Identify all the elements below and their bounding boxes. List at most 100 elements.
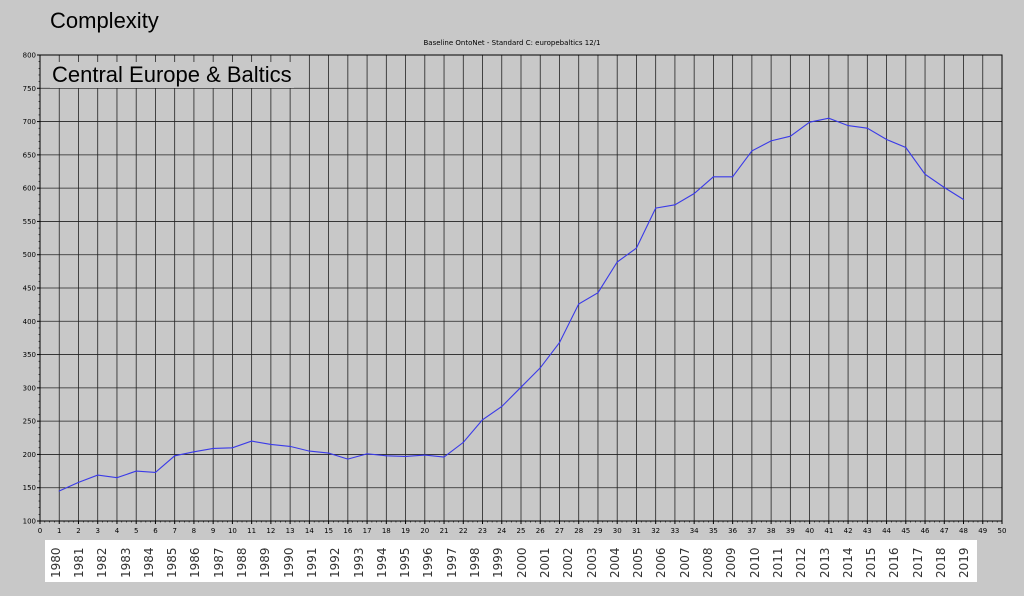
data-point [443, 456, 445, 458]
y-tick-label: 250 [23, 418, 36, 426]
x-tick-label: 39 [786, 527, 795, 535]
y-tick-label: 700 [23, 118, 36, 126]
x-tick-label: 13 [286, 527, 295, 535]
year-label: 2001 [537, 547, 552, 578]
y-tick-label: 500 [23, 251, 36, 259]
data-point [501, 405, 503, 408]
year-label: 2009 [724, 547, 739, 578]
page-title: Complexity [50, 8, 159, 33]
data-point [385, 455, 387, 457]
data-point [770, 140, 772, 142]
x-tick-label: 1 [57, 527, 61, 535]
x-tick-label: 49 [978, 527, 987, 535]
x-tick-label: 35 [709, 527, 718, 535]
year-label: 1990 [281, 547, 296, 578]
y-tick-label: 150 [23, 484, 36, 492]
year-label: 1985 [165, 547, 180, 578]
x-tick-label: 50 [998, 527, 1007, 535]
y-tick-label: 650 [23, 151, 36, 159]
data-point [732, 176, 734, 178]
data-point [905, 146, 907, 149]
year-label: 1993 [351, 547, 366, 578]
year-label: 2006 [654, 547, 669, 578]
y-tick-label: 800 [23, 52, 36, 60]
x-tick-label: 43 [863, 527, 872, 535]
x-tick-label: 38 [767, 527, 776, 535]
y-tick-label: 350 [23, 351, 36, 359]
data-point [154, 471, 157, 474]
x-tick-label: 7 [172, 527, 176, 535]
year-label: 1991 [304, 547, 319, 578]
year-label: 2008 [701, 547, 716, 578]
x-tick-label: 40 [805, 527, 814, 535]
data-point [597, 292, 599, 294]
data-point [962, 198, 965, 201]
year-label: 2011 [770, 547, 785, 578]
data-point [885, 138, 888, 141]
y-tick-label: 100 [23, 518, 36, 526]
year-label: 1995 [398, 547, 413, 578]
data-point [404, 455, 407, 458]
x-tick-label: 21 [440, 527, 449, 535]
x-tick-label: 8 [192, 527, 196, 535]
x-tick-label: 9 [211, 527, 215, 535]
data-point [943, 186, 945, 189]
year-label: 1994 [374, 547, 389, 578]
year-label: 1982 [95, 547, 110, 578]
x-tick-label: 0 [38, 527, 42, 535]
x-tick-label: 19 [401, 527, 410, 535]
x-tick-label: 42 [844, 527, 853, 535]
year-label: 2007 [677, 547, 692, 578]
x-tick-label: 24 [497, 527, 506, 535]
region-label: Central Europe & Baltics [50, 62, 294, 88]
x-tick-label: 14 [305, 527, 314, 535]
data-point [578, 303, 580, 305]
data-point [655, 207, 657, 209]
x-tick-label: 4 [115, 527, 120, 535]
year-label: 2016 [887, 547, 902, 578]
data-point [308, 450, 310, 452]
data-point [924, 173, 926, 175]
data-point [77, 481, 80, 483]
x-tick-label: 36 [728, 527, 737, 535]
year-label: 1987 [211, 547, 226, 578]
x-tick-label: 32 [651, 527, 660, 535]
year-label: 1997 [444, 547, 459, 578]
data-point [174, 455, 176, 457]
year-label: 2003 [584, 547, 599, 578]
data-point [693, 192, 695, 195]
y-tick-label: 750 [23, 85, 36, 93]
data-point [97, 474, 99, 476]
year-label: 1980 [48, 547, 63, 578]
data-point [116, 477, 118, 479]
year-label: 2012 [794, 547, 809, 578]
x-tick-label: 33 [670, 527, 679, 535]
y-tick-label: 300 [23, 384, 36, 392]
data-point [347, 458, 349, 460]
y-tick-label: 600 [23, 185, 36, 193]
x-tick-label: 18 [382, 527, 391, 535]
x-tick-label: 12 [266, 527, 275, 535]
data-point [616, 261, 618, 263]
year-label: 1986 [188, 547, 203, 578]
year-label: 1998 [468, 547, 483, 578]
line-chart: 1001502002503003504004505005506006507007… [23, 52, 1007, 536]
year-label: 2014 [840, 547, 855, 578]
x-tick-label: 48 [959, 527, 968, 535]
data-point [231, 447, 233, 449]
axes [37, 54, 1003, 524]
year-label: 1989 [258, 547, 273, 578]
data-point [366, 453, 368, 455]
year-label: 2005 [631, 547, 646, 578]
year-label: 2017 [910, 547, 925, 578]
y-tick-label: 550 [23, 218, 36, 226]
x-tick-label: 41 [824, 527, 833, 535]
year-label: 2018 [934, 547, 949, 578]
data-point [635, 247, 638, 249]
x-tick-label: 30 [613, 527, 622, 535]
x-tick-label: 25 [517, 527, 526, 535]
x-tick-label: 17 [363, 527, 372, 535]
x-tick-label: 31 [632, 527, 641, 535]
year-label: 1983 [118, 547, 133, 578]
x-tick-label: 20 [420, 527, 429, 535]
